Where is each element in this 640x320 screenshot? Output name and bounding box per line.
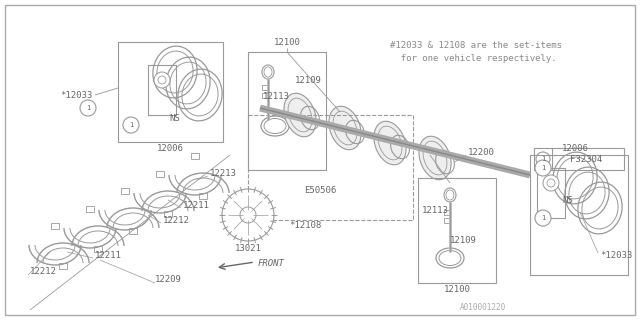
Text: 12211: 12211 — [183, 201, 210, 210]
Bar — [418, 178, 496, 283]
Bar — [248, 115, 413, 220]
Circle shape — [123, 117, 139, 133]
Bar — [156, 171, 164, 177]
Ellipse shape — [284, 93, 316, 137]
Text: 1: 1 — [86, 105, 90, 111]
Text: *12033: *12033 — [60, 91, 92, 100]
Text: 12100: 12100 — [273, 37, 300, 46]
Text: NS: NS — [170, 114, 180, 123]
Bar — [530, 155, 628, 275]
Text: 13021: 13021 — [235, 244, 261, 252]
Bar — [248, 52, 326, 170]
Circle shape — [535, 160, 551, 176]
Text: 12212: 12212 — [30, 268, 57, 276]
Bar — [199, 193, 207, 199]
Text: 12211: 12211 — [95, 251, 122, 260]
Bar — [262, 93, 268, 98]
Text: 12006: 12006 — [561, 143, 588, 153]
Text: *12033: *12033 — [600, 251, 632, 260]
Circle shape — [547, 179, 555, 187]
Ellipse shape — [419, 136, 451, 180]
Bar — [148, 65, 176, 115]
Bar — [262, 85, 268, 90]
Ellipse shape — [374, 121, 406, 165]
Circle shape — [154, 72, 170, 88]
Text: 12113: 12113 — [263, 92, 290, 100]
Text: 1: 1 — [541, 215, 545, 221]
Bar — [118, 42, 223, 142]
Bar — [59, 263, 67, 269]
Circle shape — [240, 207, 256, 223]
Text: 1: 1 — [541, 156, 545, 162]
Circle shape — [158, 76, 166, 84]
Circle shape — [536, 152, 550, 166]
Text: 12109: 12109 — [295, 76, 322, 84]
Bar — [537, 168, 565, 218]
Bar — [164, 211, 172, 217]
Text: F32304: F32304 — [570, 155, 602, 164]
Bar — [444, 210, 450, 215]
Circle shape — [222, 189, 274, 241]
Text: 12200: 12200 — [468, 148, 495, 156]
Bar — [51, 223, 59, 229]
Circle shape — [80, 100, 96, 116]
Text: A010001220: A010001220 — [460, 303, 506, 313]
Text: NS: NS — [562, 196, 573, 204]
Text: 12213: 12213 — [210, 169, 237, 178]
Text: 1: 1 — [541, 165, 545, 171]
Bar — [191, 153, 199, 159]
Text: E50506: E50506 — [304, 186, 336, 195]
Bar — [86, 206, 94, 212]
Bar — [534, 148, 624, 170]
Text: 12212: 12212 — [163, 215, 190, 225]
Text: #12033 & 12108 are the set-items: #12033 & 12108 are the set-items — [390, 41, 562, 50]
Text: FRONT: FRONT — [258, 259, 285, 268]
Bar — [129, 228, 137, 234]
Circle shape — [543, 175, 559, 191]
Text: 12209: 12209 — [155, 276, 182, 284]
Bar — [121, 188, 129, 194]
Text: 12113: 12113 — [422, 205, 449, 214]
Text: *12108: *12108 — [289, 220, 321, 229]
Bar — [94, 246, 102, 252]
Text: for one vehicle respectively.: for one vehicle respectively. — [390, 53, 557, 62]
Ellipse shape — [329, 106, 361, 150]
Text: 12100: 12100 — [444, 285, 470, 294]
Circle shape — [535, 210, 551, 226]
Text: 12109: 12109 — [450, 236, 477, 244]
Text: 12006: 12006 — [157, 143, 184, 153]
Bar — [444, 218, 450, 223]
Text: 1: 1 — [129, 122, 133, 128]
